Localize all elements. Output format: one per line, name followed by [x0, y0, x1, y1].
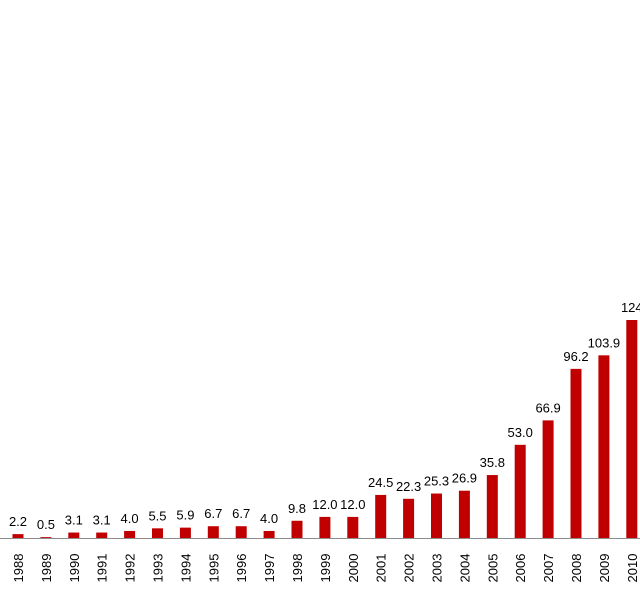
bar-1998	[291, 520, 303, 538]
x-tick-label-2006: 2006	[513, 554, 528, 583]
x-tick-label-2010: 2010	[625, 554, 640, 583]
data-label-2001: 24.5	[368, 475, 393, 490]
bar-2009	[598, 355, 610, 538]
x-tick-label-2003: 2003	[430, 554, 445, 583]
data-label-1990: 3.1	[65, 513, 83, 528]
bar-1990	[68, 532, 80, 538]
bar-1992	[124, 530, 136, 538]
x-tick-label-2001: 2001	[374, 554, 389, 583]
bar-1995	[207, 526, 219, 538]
data-label-1988: 2.2	[9, 514, 27, 529]
x-tick-label-2002: 2002	[402, 554, 417, 583]
x-tick-label-1989: 1989	[39, 554, 54, 583]
bar-1989	[40, 537, 52, 538]
x-tick-label-1995: 1995	[206, 554, 221, 583]
data-label-1995: 6.7	[204, 506, 222, 521]
x-tick-label-1999: 1999	[318, 554, 333, 583]
bar-1991	[96, 532, 108, 538]
data-label-1992: 4.0	[121, 511, 139, 526]
x-tick-label-1996: 1996	[234, 554, 249, 583]
x-tick-label-1997: 1997	[262, 554, 277, 583]
bar-2001	[375, 494, 387, 538]
bar-1999	[319, 516, 331, 538]
x-tick-label-1998: 1998	[290, 554, 305, 583]
data-label-2004: 26.9	[452, 471, 477, 486]
data-label-1993: 5.5	[148, 508, 166, 523]
x-tick-label-1994: 1994	[178, 554, 193, 583]
data-label-1989: 0.5	[37, 517, 55, 532]
x-tick-label-1990: 1990	[67, 554, 82, 583]
data-label-2010: 124	[621, 300, 640, 315]
data-label-1998: 9.8	[288, 501, 306, 516]
data-label-1996: 6.7	[232, 506, 250, 521]
data-label-2006: 53.0	[508, 425, 533, 440]
bar-2005	[486, 475, 498, 538]
data-label-2009: 103.9	[588, 335, 621, 350]
bar-2007	[542, 420, 554, 538]
bar-1994	[179, 527, 191, 538]
x-tick-label-1988: 1988	[11, 554, 26, 583]
data-label-1999: 12.0	[312, 497, 337, 512]
x-tick-label-1991: 1991	[95, 554, 110, 583]
x-tick-label-1992: 1992	[123, 554, 138, 583]
x-tick-label-1993: 1993	[151, 554, 166, 583]
x-tick-labels-group: 1988 1989 1990 1991 1992 1993 1994 1995 1996 1997…	[11, 554, 640, 583]
data-label-1994: 5.9	[176, 508, 194, 523]
bar-1996	[235, 526, 247, 538]
data-label-2005: 35.8	[480, 455, 505, 470]
x-tick-label-2008: 2008	[569, 554, 584, 583]
bar-1988	[12, 534, 24, 538]
data-label-2003: 25.3	[424, 474, 449, 489]
bar-1993	[152, 528, 163, 538]
x-tick-label-2005: 2005	[485, 554, 500, 583]
bar-1997	[263, 530, 275, 538]
data-label-2000: 12.0	[340, 497, 365, 512]
x-tick-label-2007: 2007	[541, 554, 556, 583]
data-label-2008: 96.2	[563, 349, 588, 364]
data-label-1997: 4.0	[260, 511, 278, 526]
bar-2008	[570, 368, 582, 538]
bar-2006	[514, 444, 526, 538]
bar-2000	[347, 516, 359, 538]
bar-2003	[431, 493, 442, 538]
bar-2002	[403, 498, 415, 538]
data-label-2002: 22.3	[396, 479, 421, 494]
bars-group	[12, 320, 638, 538]
x-tick-label-2009: 2009	[597, 554, 612, 583]
bar-2010	[626, 320, 638, 538]
x-tick-label-2000: 2000	[346, 554, 361, 583]
data-label-1991: 3.1	[93, 513, 111, 528]
x-tick-label-2004: 2004	[457, 554, 472, 583]
data-label-2007: 66.9	[535, 400, 560, 415]
bar-2004	[458, 490, 470, 538]
data-labels-group: 2.2 0.5 3.1 3.1 4.0 5.5 5.9 6.7 6.7 4.0 9.8 12.0 12.…	[9, 300, 640, 532]
